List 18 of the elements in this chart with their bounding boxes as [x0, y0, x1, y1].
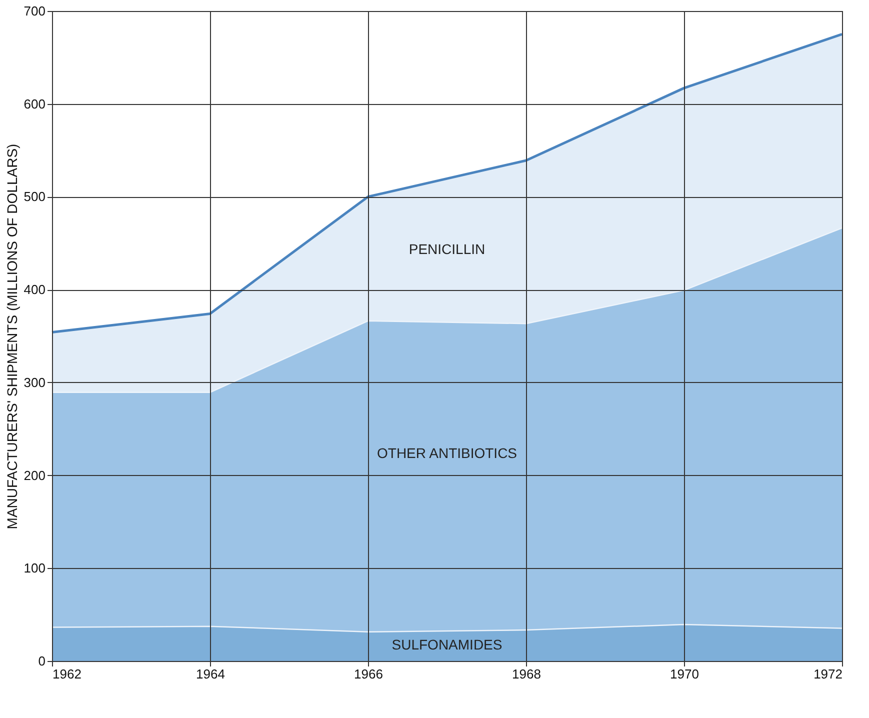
y-tick-label: 300	[24, 374, 46, 390]
x-tick-label: 1968	[512, 666, 541, 682]
x-tick-label: 1970	[670, 666, 699, 682]
x-tick-label: 1962	[52, 666, 82, 682]
y-tick-label: 200	[24, 468, 46, 483]
y-tick-label: 600	[24, 96, 46, 112]
y-axis-title: MANUFACTURERS' SHIPMENTS (MILLIONS OF DOLLARS)	[4, 144, 20, 530]
y-tick-label: 0	[38, 654, 46, 668]
x-tick-label: 1966	[354, 666, 383, 682]
y-tick-label: 400	[24, 282, 46, 298]
series-label: OTHER ANTIBIOTICS	[376, 444, 518, 461]
series-label: SULFONAMIDES	[392, 636, 502, 653]
y-tick-label: 100	[24, 560, 46, 576]
y-tick-label: 500	[24, 189, 46, 204]
y-tick-label: 700	[24, 4, 46, 18]
series-label: PENICILLIN	[408, 241, 486, 258]
x-tick-label: 1964	[196, 666, 225, 682]
x-tick-label: 1972	[814, 666, 842, 682]
